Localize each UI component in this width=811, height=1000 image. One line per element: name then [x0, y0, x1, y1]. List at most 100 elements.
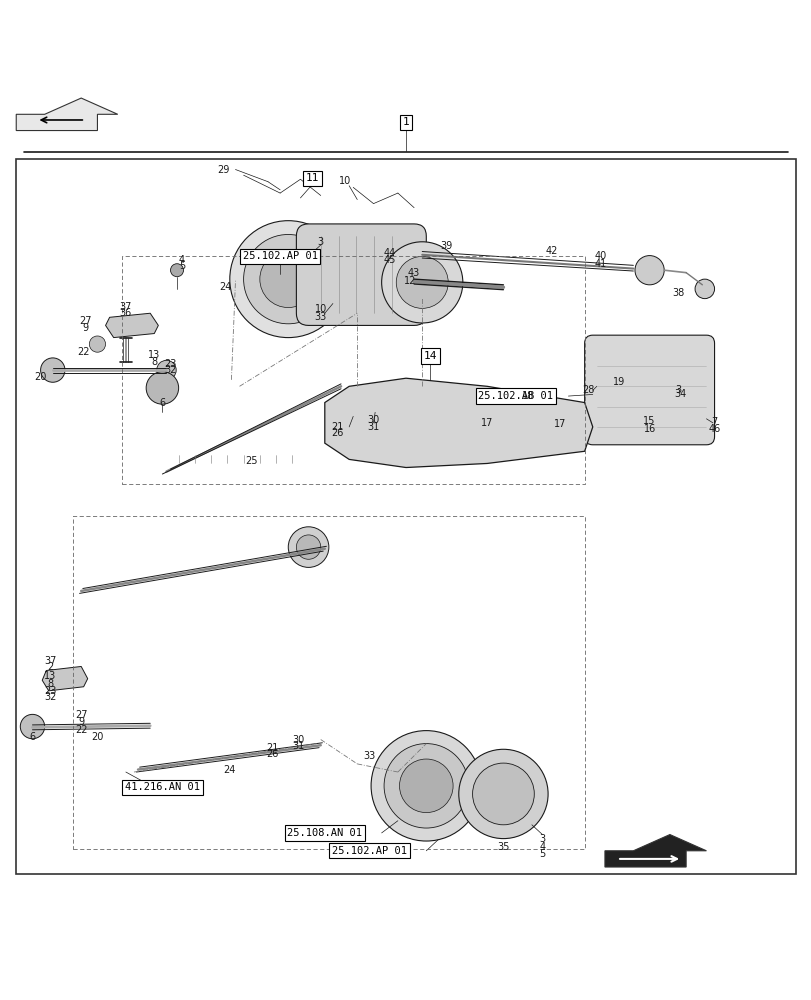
Text: 39: 39 — [440, 241, 453, 251]
Text: 19: 19 — [612, 377, 625, 387]
Circle shape — [399, 759, 453, 813]
Text: 36: 36 — [119, 308, 132, 318]
Circle shape — [396, 256, 448, 308]
Text: 5: 5 — [539, 849, 545, 859]
Text: 22: 22 — [75, 725, 88, 735]
Text: 20: 20 — [91, 732, 104, 742]
Circle shape — [170, 264, 183, 277]
Circle shape — [20, 714, 45, 739]
Circle shape — [230, 221, 346, 338]
Text: 3: 3 — [674, 385, 680, 395]
Circle shape — [371, 731, 481, 841]
Text: 21: 21 — [330, 422, 343, 432]
Text: 38: 38 — [671, 288, 684, 298]
Circle shape — [157, 360, 176, 380]
Text: 17: 17 — [553, 419, 566, 429]
Text: 14: 14 — [423, 351, 436, 361]
Text: 24: 24 — [219, 282, 232, 292]
Text: 26: 26 — [330, 428, 343, 438]
Circle shape — [243, 234, 333, 324]
Text: 46: 46 — [707, 424, 720, 434]
Text: 30: 30 — [367, 415, 380, 425]
Text: 31: 31 — [292, 741, 305, 751]
Text: 5: 5 — [178, 261, 185, 271]
Text: 27: 27 — [75, 710, 88, 720]
Text: 20: 20 — [34, 372, 47, 382]
Text: 6: 6 — [159, 398, 165, 408]
Circle shape — [41, 358, 65, 382]
Text: 9: 9 — [82, 323, 88, 333]
Text: 21: 21 — [265, 743, 278, 753]
Text: 8: 8 — [151, 357, 157, 367]
Polygon shape — [604, 835, 706, 867]
Text: 10: 10 — [338, 176, 351, 186]
Text: 43: 43 — [407, 268, 420, 278]
Circle shape — [694, 279, 714, 299]
Text: 10: 10 — [314, 304, 327, 314]
Circle shape — [146, 372, 178, 404]
Text: 6: 6 — [29, 732, 36, 742]
Text: 40: 40 — [594, 251, 607, 261]
Text: 33: 33 — [314, 312, 327, 322]
Text: 12: 12 — [403, 276, 416, 286]
Text: 45: 45 — [383, 255, 396, 265]
Circle shape — [458, 749, 547, 839]
Text: 13: 13 — [148, 350, 161, 360]
Circle shape — [634, 256, 663, 285]
Text: 18: 18 — [521, 391, 534, 401]
Text: 24: 24 — [222, 765, 235, 775]
Text: 11: 11 — [306, 173, 319, 183]
Text: 30: 30 — [292, 735, 305, 745]
Text: 25.102.AP 01: 25.102.AP 01 — [332, 846, 406, 856]
Text: 2: 2 — [47, 662, 54, 672]
Text: 25.108.AN 01: 25.108.AN 01 — [287, 828, 362, 838]
Text: 13: 13 — [44, 671, 57, 681]
Text: 22: 22 — [77, 347, 90, 357]
Text: 23: 23 — [164, 359, 177, 369]
Text: 4: 4 — [178, 255, 185, 265]
Circle shape — [89, 336, 105, 352]
FancyBboxPatch shape — [584, 335, 714, 445]
Text: 44: 44 — [383, 248, 396, 258]
Circle shape — [260, 251, 316, 308]
Text: 32: 32 — [164, 365, 177, 375]
Text: 28: 28 — [581, 385, 594, 395]
Text: 25.102.AB 01: 25.102.AB 01 — [478, 391, 552, 401]
Polygon shape — [105, 313, 158, 338]
Text: 41.216.AN 01: 41.216.AN 01 — [125, 782, 200, 792]
Text: 35: 35 — [496, 842, 509, 852]
Text: 16: 16 — [642, 424, 655, 434]
Text: 25.102.AP 01: 25.102.AP 01 — [242, 251, 317, 261]
Text: 17: 17 — [480, 418, 493, 428]
Text: 42: 42 — [545, 246, 558, 256]
Text: 27: 27 — [79, 316, 92, 326]
Text: 7: 7 — [710, 417, 717, 427]
Circle shape — [472, 763, 534, 825]
Text: 15: 15 — [642, 416, 655, 426]
Text: 8: 8 — [47, 679, 54, 689]
Text: 3: 3 — [317, 237, 324, 247]
Polygon shape — [324, 378, 592, 468]
Text: 37: 37 — [44, 656, 57, 666]
Circle shape — [296, 535, 320, 559]
Circle shape — [384, 744, 468, 828]
Circle shape — [381, 242, 462, 323]
Text: 3: 3 — [539, 834, 545, 844]
Polygon shape — [42, 666, 88, 691]
Text: 4: 4 — [539, 842, 545, 852]
Text: 34: 34 — [673, 389, 686, 399]
Text: 23: 23 — [44, 686, 57, 696]
Text: 37: 37 — [119, 302, 132, 312]
Text: 26: 26 — [265, 749, 278, 759]
Text: 31: 31 — [367, 422, 380, 432]
Text: 1: 1 — [402, 117, 409, 127]
Text: 41: 41 — [594, 259, 607, 269]
Polygon shape — [16, 98, 118, 131]
Text: 29: 29 — [217, 165, 230, 175]
Text: 32: 32 — [44, 692, 57, 702]
Text: 25: 25 — [245, 456, 258, 466]
Text: 33: 33 — [363, 751, 375, 761]
Text: 9: 9 — [78, 717, 84, 727]
Circle shape — [288, 527, 328, 567]
FancyBboxPatch shape — [296, 224, 426, 325]
